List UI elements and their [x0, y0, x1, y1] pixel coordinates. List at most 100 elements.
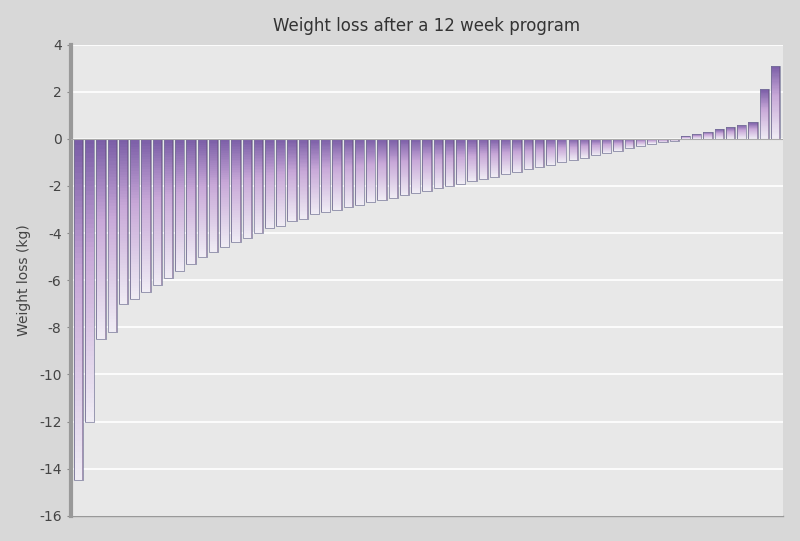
Bar [322, 171, 330, 173]
Bar [467, 151, 477, 152]
Bar [411, 190, 420, 191]
Bar [344, 172, 353, 173]
Bar [142, 272, 150, 274]
Bar [478, 165, 488, 166]
Bar [322, 174, 330, 175]
Bar [254, 162, 263, 164]
Bar [85, 186, 94, 190]
Bar [344, 195, 353, 196]
Bar [366, 158, 375, 159]
Bar [467, 179, 477, 180]
Bar [85, 318, 94, 322]
Bar [400, 175, 409, 176]
Bar [434, 161, 443, 162]
Bar [434, 162, 443, 163]
Bar [276, 159, 286, 161]
Bar [254, 211, 263, 213]
Bar [366, 146, 375, 147]
Bar [108, 229, 117, 232]
Bar [760, 125, 769, 126]
Bar [130, 166, 139, 168]
Bar [242, 210, 252, 212]
Bar [186, 258, 195, 260]
Bar [298, 183, 308, 184]
Bar [265, 173, 274, 175]
Bar [85, 351, 94, 355]
Bar [389, 157, 398, 159]
Bar [119, 243, 128, 246]
Bar [220, 151, 230, 153]
Bar [175, 198, 184, 200]
Bar [198, 250, 206, 253]
Bar [378, 167, 386, 168]
Bar [422, 180, 432, 181]
Bar [298, 160, 308, 162]
Bar [501, 140, 510, 141]
Bar [164, 148, 173, 150]
Bar [74, 367, 83, 372]
Bar [108, 293, 117, 296]
Bar [108, 210, 117, 213]
Bar [276, 168, 286, 169]
Bar [164, 246, 173, 248]
Bar [287, 139, 297, 140]
Bar [153, 243, 162, 246]
Bar [456, 153, 466, 154]
Bar [389, 170, 398, 171]
Bar [276, 176, 286, 178]
Bar [298, 166, 308, 167]
Bar [119, 252, 128, 254]
Bar [298, 179, 308, 180]
Bar [220, 229, 230, 231]
Bar [378, 142, 386, 143]
Bar [164, 199, 173, 201]
Bar [355, 156, 364, 157]
Bar [333, 166, 342, 167]
Bar [231, 234, 241, 235]
Bar [355, 177, 364, 179]
Y-axis label: Weight loss (kg): Weight loss (kg) [17, 225, 30, 336]
Bar [231, 160, 241, 161]
Bar [445, 185, 454, 186]
Bar [344, 165, 353, 166]
Bar [478, 176, 488, 177]
Bar [333, 192, 342, 193]
Bar [130, 246, 139, 248]
Bar [760, 94, 769, 95]
Bar [153, 227, 162, 229]
Bar [322, 156, 330, 157]
Bar [198, 143, 206, 144]
Bar [254, 173, 263, 175]
Bar [490, 163, 499, 164]
Bar [287, 201, 297, 202]
Bar [186, 203, 195, 206]
Bar [254, 206, 263, 208]
Bar [333, 141, 342, 142]
Bar [333, 174, 342, 175]
Bar [760, 105, 769, 106]
Bar [434, 164, 443, 165]
Bar [119, 221, 128, 224]
Bar [298, 212, 308, 214]
Bar [389, 168, 398, 169]
Bar [287, 191, 297, 193]
Bar [456, 142, 466, 143]
Bar [96, 276, 106, 279]
Bar [512, 165, 522, 166]
Bar [85, 294, 94, 299]
Bar [153, 159, 162, 161]
Bar [411, 165, 420, 166]
Bar [198, 139, 206, 141]
Bar [298, 202, 308, 203]
Bar [344, 204, 353, 205]
Bar [411, 139, 420, 193]
Bar [400, 155, 409, 156]
Bar [456, 139, 466, 140]
Bar [378, 151, 386, 152]
Bar [74, 281, 83, 287]
Bar [85, 143, 94, 148]
Bar [456, 140, 466, 141]
Bar [422, 146, 432, 147]
Bar [378, 157, 386, 158]
Bar [434, 152, 443, 153]
